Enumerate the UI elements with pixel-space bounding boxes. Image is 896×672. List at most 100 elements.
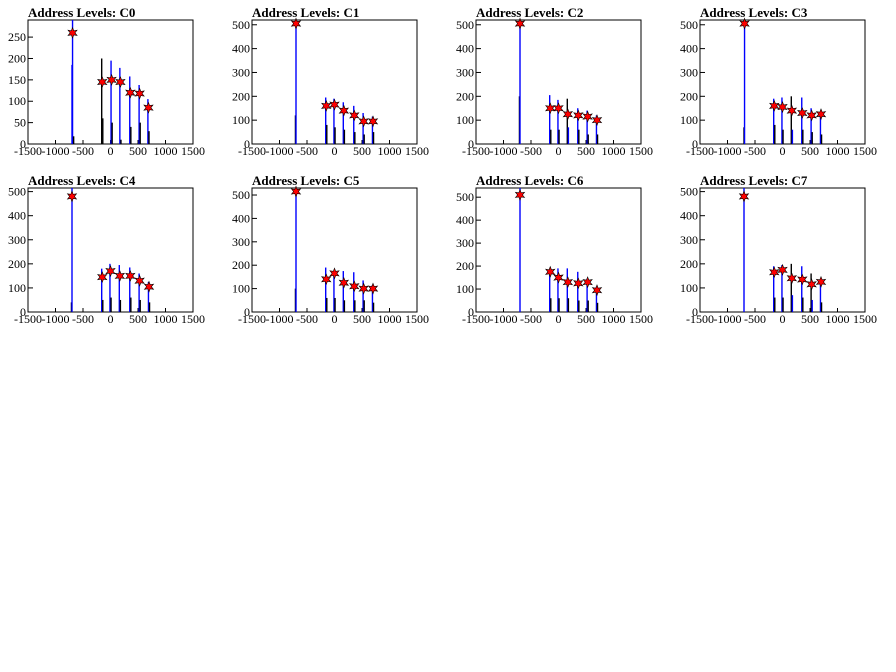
x-tick-label: 500 [801, 312, 819, 326]
y-tick-label: 300 [8, 233, 26, 247]
y-tick-label: 400 [456, 42, 474, 56]
y-tick-label: 300 [232, 235, 250, 249]
y-tick-label: 200 [680, 257, 698, 271]
x-tick-label: -500 [520, 144, 542, 158]
x-tick-label: -500 [296, 144, 318, 158]
peak-marker [125, 86, 136, 99]
y-tick-label: 100 [456, 282, 474, 296]
x-tick-label: 0 [780, 144, 786, 158]
peak-marker [321, 99, 332, 112]
y-tick-label: 300 [456, 236, 474, 250]
x-tick-label: 500 [353, 312, 371, 326]
y-tick-label: 0 [692, 137, 698, 151]
chart-title: Address Levels: C2 [476, 5, 583, 20]
peak-marker [349, 109, 360, 122]
peak-marker [591, 284, 603, 297]
y-tick-label: 200 [680, 89, 698, 103]
y-tick-label: 300 [680, 233, 698, 247]
peak-marker [797, 106, 808, 120]
peak-marker [349, 280, 360, 293]
x-tick-label: -1000 [714, 144, 742, 158]
peak-marker [143, 101, 154, 114]
peak-marker [769, 266, 780, 279]
peak-marker [134, 87, 145, 100]
y-tick-label: 0 [20, 305, 26, 319]
x-tick-label: 1500 [853, 312, 877, 326]
peak-marker [806, 278, 817, 291]
x-tick-label: -500 [296, 312, 318, 326]
x-tick-label: 1000 [826, 144, 850, 158]
x-tick-label: -500 [520, 312, 542, 326]
y-tick-label: 0 [692, 305, 698, 319]
x-tick-label: -500 [72, 312, 94, 326]
peak-marker [797, 273, 808, 286]
y-tick-label: 400 [680, 42, 698, 56]
y-tick-label: 500 [232, 188, 250, 202]
peak-marker [338, 104, 350, 117]
peak-marker [321, 273, 332, 286]
peak-marker [738, 190, 750, 203]
chart-panel-3: Address Levels: C30100200300400500-1500-… [680, 5, 877, 158]
peak-marker [545, 265, 556, 278]
peak-marker [358, 115, 369, 128]
peak-marker [815, 275, 827, 288]
peak-marker [106, 73, 117, 86]
x-tick-label: -1500 [462, 144, 490, 158]
peak-marker [143, 280, 155, 293]
x-tick-label: -1500 [686, 144, 714, 158]
peak-marker [115, 75, 126, 89]
peak-marker [338, 276, 350, 289]
y-tick-label: 250 [8, 30, 26, 44]
y-tick-label: 400 [232, 211, 250, 225]
y-tick-label: 500 [8, 185, 26, 199]
x-tick-label: -500 [744, 312, 766, 326]
x-tick-label: 0 [108, 144, 114, 158]
x-tick-label: -1000 [42, 144, 70, 158]
chart-panel-4: Address Levels: C40100200300400500-1500-… [8, 173, 205, 326]
y-tick-label: 500 [680, 185, 698, 199]
x-tick-label: 0 [556, 312, 562, 326]
y-tick-label: 100 [680, 113, 698, 127]
x-tick-label: -1000 [266, 312, 294, 326]
x-tick-label: 500 [353, 144, 371, 158]
x-tick-label: 1500 [629, 312, 653, 326]
x-tick-label: -1000 [490, 312, 518, 326]
y-tick-label: 0 [20, 137, 26, 151]
y-tick-label: 300 [680, 65, 698, 79]
peak-marker [739, 17, 750, 30]
x-tick-label: 1000 [826, 312, 850, 326]
chart-title: Address Levels: C0 [28, 5, 135, 20]
x-tick-label: 500 [129, 312, 147, 326]
peak-marker [591, 114, 603, 127]
peak-marker [777, 101, 788, 114]
chart-panel-1: Address Levels: C10100200300400500-1500-… [232, 5, 429, 158]
y-tick-label: 100 [8, 94, 26, 108]
y-tick-label: 200 [8, 51, 26, 65]
x-tick-label: 1500 [629, 144, 653, 158]
y-tick-label: 200 [456, 89, 474, 103]
peak-marker [806, 109, 817, 122]
chart-panel-7: Address Levels: C70100200300400500-1500-… [680, 173, 877, 326]
y-tick-label: 500 [232, 18, 250, 32]
peak-marker [67, 26, 78, 39]
peak-marker [97, 75, 108, 89]
x-tick-label: 500 [129, 144, 147, 158]
peak-marker [329, 98, 340, 111]
y-tick-label: 0 [468, 137, 474, 151]
chart-title: Address Levels: C3 [700, 5, 808, 20]
x-tick-label: 500 [577, 312, 595, 326]
chart-title: Address Levels: C5 [252, 173, 360, 188]
peak-marker [573, 109, 584, 122]
peak-marker [582, 110, 593, 123]
y-tick-label: 100 [456, 113, 474, 127]
x-tick-label: 0 [556, 144, 562, 158]
x-tick-label: 1000 [602, 144, 626, 158]
y-tick-label: 0 [244, 305, 250, 319]
peak-marker [134, 274, 145, 287]
peak-marker [114, 269, 126, 282]
x-tick-label: 0 [108, 312, 114, 326]
y-tick-label: 0 [468, 305, 474, 319]
chart-panel-0: Address Levels: C0 0 50 100 150 200 250 -1500 -1… [8, 5, 205, 158]
y-tick-label: 400 [232, 42, 250, 56]
